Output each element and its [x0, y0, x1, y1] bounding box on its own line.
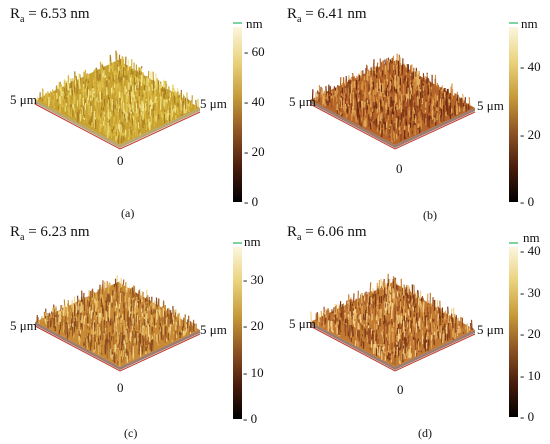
surface-texture: [311, 53, 471, 143]
roughness-label: Ra = 6.06 nm: [287, 224, 367, 243]
color-scale-tick: - 0: [520, 409, 535, 424]
axis-label-right: 5 μm: [200, 96, 227, 111]
color-scale-tick: - 30: [520, 284, 541, 300]
color-scale-tick: - 40: [244, 94, 265, 109]
surface-texture: [36, 50, 199, 144]
axis-label-left: 5 μm: [289, 94, 316, 109]
panel-caption: (b): [423, 208, 437, 222]
axis-base-edge: [309, 325, 476, 372]
color-scale-tick: - 10: [243, 364, 264, 380]
surface-texture: [310, 273, 474, 366]
axis-label-right: 5 μm: [477, 322, 504, 337]
color-scale-tick: - 20: [243, 318, 264, 334]
axis-origin-label: 0: [396, 161, 403, 176]
axis-origin-label: 0: [117, 380, 124, 395]
color-scale-tick: - 0: [244, 194, 259, 209]
axis-label-right: 5 μm: [477, 98, 504, 113]
panel-caption: (c): [124, 426, 138, 440]
surface-edge: [310, 100, 475, 148]
surface-edge: [35, 322, 200, 370]
axis-base-edge: [34, 103, 201, 150]
color-scale-tick: - 40: [520, 243, 541, 259]
afm-surface-plot: [34, 275, 201, 372]
panel-c: Ra = 6.23 nm 5 μm 5 μm 0 (c) nm - 30 - 20…: [0, 222, 275, 444]
color-scale-unit: nm: [523, 230, 540, 245]
color-scale-tick: - 0: [520, 194, 535, 209]
surface-texture: [36, 275, 197, 367]
panel-a: Ra = 6.53 nm 5 μm 5 μm 0 (a) nm - 60 - 40…: [0, 0, 275, 222]
afm-surface-plot: [34, 50, 201, 150]
afm-surface-plot: [309, 273, 476, 372]
color-scale-tick: - 30: [243, 271, 264, 287]
axis-origin-label: 0: [117, 153, 124, 168]
color-scale-tick: - 40: [520, 59, 541, 75]
axis-origin-label: 0: [397, 382, 404, 397]
color-scale-bar: [233, 27, 242, 202]
axis-base-edge: [34, 325, 201, 372]
axis-label-right: 5 μm: [200, 322, 227, 337]
panel-caption: (a): [121, 206, 135, 220]
color-scale-bar: [509, 27, 518, 202]
roughness-label: Ra = 6.41 nm: [287, 6, 367, 25]
panel-d: Ra = 6.06 nm 5 μm 5 μm 0 (d) nm - 40 - 30…: [275, 222, 550, 444]
axis-label-left: 5 μm: [10, 92, 37, 107]
color-scale-tick: - 20: [520, 126, 541, 142]
roughness-label: Ra = 6.23 nm: [10, 224, 90, 243]
color-scale-bar: [509, 247, 518, 417]
color-scale-tick: - 0: [243, 411, 258, 426]
color-scale-tick: - 20: [244, 144, 265, 159]
color-scale-unit: nm: [246, 16, 263, 31]
axis-base-edge: [309, 103, 476, 150]
axis-label-left: 5 μm: [289, 316, 316, 331]
afm-surface-plot: [309, 53, 476, 150]
surface-edge: [35, 100, 200, 148]
panel-caption: (d): [418, 426, 432, 440]
panel-b: Ra = 6.41 nm 5 μm 5 μm 0 (b) nm - 40 - 20…: [275, 0, 550, 222]
axis-label-left: 5 μm: [10, 318, 37, 333]
color-scale-bar: [233, 247, 242, 419]
color-scale-unit: nm: [521, 16, 538, 31]
roughness-label: Ra = 6.53 nm: [10, 6, 90, 25]
color-scale-unit: nm: [244, 234, 261, 249]
color-scale-tick: - 10: [520, 367, 541, 383]
color-scale-tick: - 60: [244, 44, 265, 59]
color-scale-tick: - 20: [520, 326, 541, 342]
surface-edge: [310, 322, 475, 370]
